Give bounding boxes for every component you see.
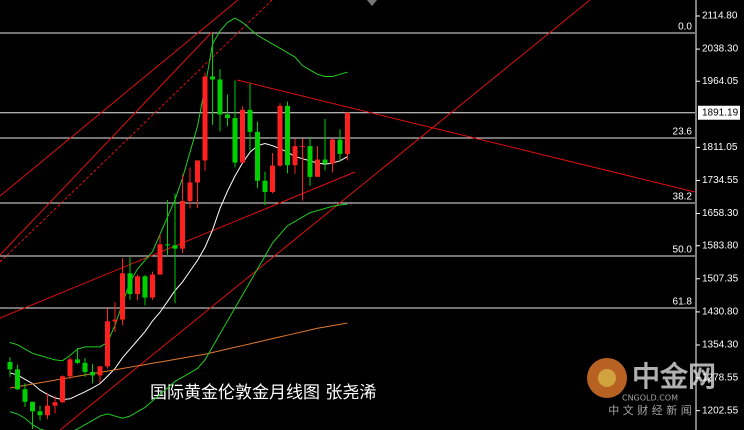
candle-body [210, 76, 215, 80]
marker [367, 0, 377, 6]
trendline [236, 79, 696, 193]
y-tick-label: 1278.55 [702, 372, 739, 383]
watermark: 中金网 CNGOLD.COM 中 文 财 经 新 闻 [587, 358, 716, 417]
candle-body [37, 411, 43, 416]
y-tick-label: 1811.05 [702, 142, 738, 153]
candle-body [157, 244, 163, 275]
candle-body [337, 139, 343, 154]
candle-body [180, 201, 185, 249]
candle-body [172, 245, 178, 249]
chart-title: 国际黄金伦敦金月线图 张尧浠 [150, 383, 376, 403]
candle-body [322, 159, 328, 164]
y-tick-label: 1354.30 [702, 340, 739, 351]
candle-body [45, 405, 50, 416]
candle-body [307, 146, 313, 177]
candle-body [202, 76, 208, 161]
candle-body [247, 109, 253, 132]
y-tick-label: 1964.05 [702, 76, 739, 87]
fib-label: 38.2 [673, 192, 693, 203]
y-tick-label: 1430.80 [702, 307, 739, 318]
candle-body [232, 118, 238, 163]
candle-body [345, 112, 350, 154]
trendline [0, 31, 213, 256]
last-price-box [698, 105, 740, 120]
y-tick-label: 1658.30 [702, 208, 739, 219]
candle-body [112, 319, 118, 322]
candle-body [262, 180, 268, 192]
candle-body [225, 114, 230, 119]
watermark-slogan: 中 文 财 经 新 闻 [608, 403, 691, 417]
y-tick-label: 1734.55 [702, 175, 739, 186]
last-price-label: 1891.19 [702, 107, 739, 118]
trendline [0, 0, 239, 197]
candle-body [300, 146, 305, 148]
candle-body [67, 359, 73, 377]
overlay-line [9, 203, 348, 430]
overlay-line [9, 143, 348, 401]
fib-label: 23.6 [673, 127, 693, 138]
candle-body [217, 79, 223, 115]
candle-body [30, 401, 35, 412]
candle-body [7, 361, 13, 370]
y-tick-label: 2038.30 [702, 44, 739, 55]
fib-label: 0.0 [678, 22, 692, 33]
candle-body [52, 402, 58, 406]
candle-body [150, 274, 155, 298]
candle-body [315, 159, 320, 177]
candle-body [292, 146, 298, 166]
y-tick-label: 1202.55 [702, 405, 739, 416]
trendline [0, 171, 356, 319]
fib-label: 61.8 [673, 297, 693, 308]
candle-body [187, 182, 193, 202]
candle-body [75, 359, 80, 363]
overlay-line [9, 322, 348, 389]
candle-body [15, 369, 20, 390]
candle-body [22, 389, 28, 402]
watermark-brand: 中金网 [632, 360, 716, 393]
candle-body [195, 160, 200, 183]
trendline [59, 0, 591, 430]
y-tick-label: 2114.80 [702, 11, 738, 22]
logo-inner [598, 369, 616, 387]
candle-body [255, 131, 260, 181]
candle-body [240, 109, 245, 163]
trendline [0, 0, 273, 263]
candle-body [270, 165, 275, 192]
candle-body [127, 273, 133, 295]
candle-body [82, 362, 88, 372]
candle-body [285, 105, 290, 166]
candle-body [135, 276, 140, 295]
candle-body [120, 273, 125, 320]
candle-body [330, 139, 335, 164]
y-tick-label: 1583.80 [702, 240, 739, 251]
candle-body [97, 366, 103, 376]
fib-label: 50.0 [673, 245, 693, 256]
y-tick-label: 1507.35 [702, 273, 739, 284]
candle-body [105, 321, 110, 367]
overlay-line [9, 17, 348, 362]
candle-body [277, 105, 283, 166]
candle-body [90, 371, 95, 376]
candle-body [142, 276, 148, 298]
watermark-site: CNGOLD.COM [622, 394, 678, 403]
candle-body [60, 376, 65, 403]
trendlines [0, 0, 696, 430]
candle-body [165, 244, 170, 246]
